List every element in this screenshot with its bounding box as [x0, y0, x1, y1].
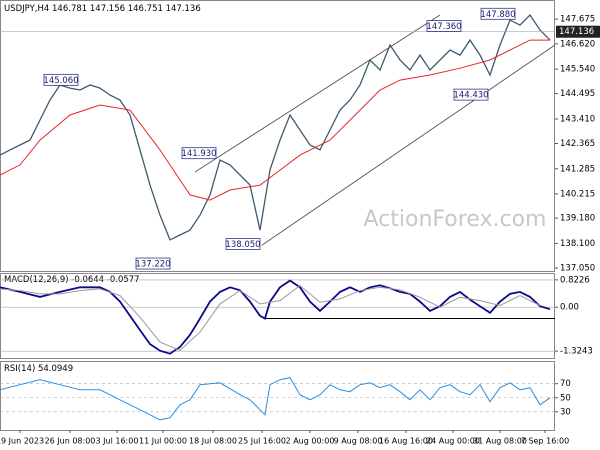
- annotation-box: [225, 238, 261, 250]
- annotation-label: 145.060: [43, 76, 78, 86]
- x-tick-label: 24 Aug 00:00: [426, 437, 480, 446]
- annotation-box: [43, 73, 79, 86]
- y-tick-label: 141.285: [560, 164, 595, 174]
- x-tick-label: 26 Jun 08:00: [45, 437, 96, 446]
- symbol: USDJPY,H4: [4, 4, 49, 14]
- y-tick-label: 146.620: [560, 39, 595, 49]
- current-price-box: [556, 25, 600, 38]
- x-tick-label: 16 Aug 16:00: [379, 437, 433, 446]
- high: 147.156: [90, 4, 125, 14]
- low: 146.751: [128, 4, 163, 14]
- y-tick-label: 0.8226: [560, 275, 590, 285]
- annotation-label: 138.050: [225, 240, 260, 250]
- y-tick-label: 138.100: [560, 239, 595, 249]
- readout: -0.0577: [107, 275, 140, 285]
- indicator-label: RSI(14): [4, 364, 35, 374]
- annotation-label: 147.880: [480, 10, 515, 20]
- readout: -0.0644: [71, 275, 104, 285]
- indicator-label: MACD(12,26,9): [4, 275, 69, 285]
- y-tick-label: 30: [560, 407, 571, 417]
- y-tick-label: 70: [560, 379, 571, 389]
- x-tick-label: 25 Jul 16:00: [238, 437, 286, 446]
- y-tick-label: 143.410: [560, 115, 595, 125]
- watermark: ActionForex.com: [364, 207, 547, 232]
- x-tick-label: 31 Aug 08:00: [473, 437, 527, 446]
- rsi-panel: [0, 361, 555, 431]
- close: 147.136: [166, 4, 201, 14]
- x-tick-label: 9 Aug 08:00: [334, 437, 383, 446]
- y-tick-label: 50: [560, 393, 571, 403]
- channel-line: [261, 44, 556, 246]
- x-tick-label: 19 Jun 2023: [0, 437, 44, 446]
- y-tick-label: 139.180: [560, 214, 595, 224]
- y-tick-label: -1.3243: [560, 347, 593, 357]
- annotation-label: 141.930: [181, 149, 216, 159]
- annotation-box: [453, 88, 489, 101]
- readout: 54.0949: [38, 364, 73, 374]
- annotation-box: [135, 257, 171, 270]
- y-tick-label: 140.215: [560, 189, 595, 199]
- x-tick-label: 2 Aug 00:00: [286, 437, 335, 446]
- y-tick-label: 144.495: [560, 89, 595, 99]
- series-line: [0, 279, 551, 355]
- x-tick-label: 11 Jul 00:00: [139, 437, 187, 446]
- rsi-header: RSI(14) 54.0949: [4, 364, 73, 374]
- x-tick-label: 3 Jul 16:00: [96, 437, 139, 446]
- channel-line: [194, 14, 441, 173]
- y-tick-label: 145.540: [560, 65, 595, 75]
- series-line: [0, 13, 551, 241]
- annotation-label: 144.430: [453, 91, 488, 101]
- y-tick-label: 142.365: [560, 139, 595, 149]
- y-tick-label: 147.675: [560, 15, 595, 25]
- price-panel: [0, 0, 555, 272]
- y-tick-label: 137.050: [560, 264, 595, 274]
- x-tick-label: 7 Sep 16:00: [521, 437, 569, 446]
- series-line: [0, 377, 551, 421]
- annotation-label: 147.360: [426, 22, 461, 32]
- open: 146.781: [52, 4, 87, 14]
- series-line: [0, 284, 541, 351]
- series-line: [0, 39, 550, 201]
- price-header: USDJPY,H4 146.781 147.156 146.751 147.13…: [4, 4, 201, 14]
- annotation-box: [181, 147, 217, 160]
- annotation-box: [426, 20, 462, 32]
- annotation-box: [480, 7, 516, 20]
- annotation-label: 137.220: [135, 260, 170, 270]
- macd-panel: [0, 273, 555, 359]
- current-price-label: 147.136: [559, 27, 594, 37]
- y-tick-label: 0.00: [560, 303, 579, 313]
- x-tick-label: 18 Jul 08:00: [189, 437, 237, 446]
- macd-header: MACD(12,26,9) -0.0644 -0.0577: [4, 275, 140, 285]
